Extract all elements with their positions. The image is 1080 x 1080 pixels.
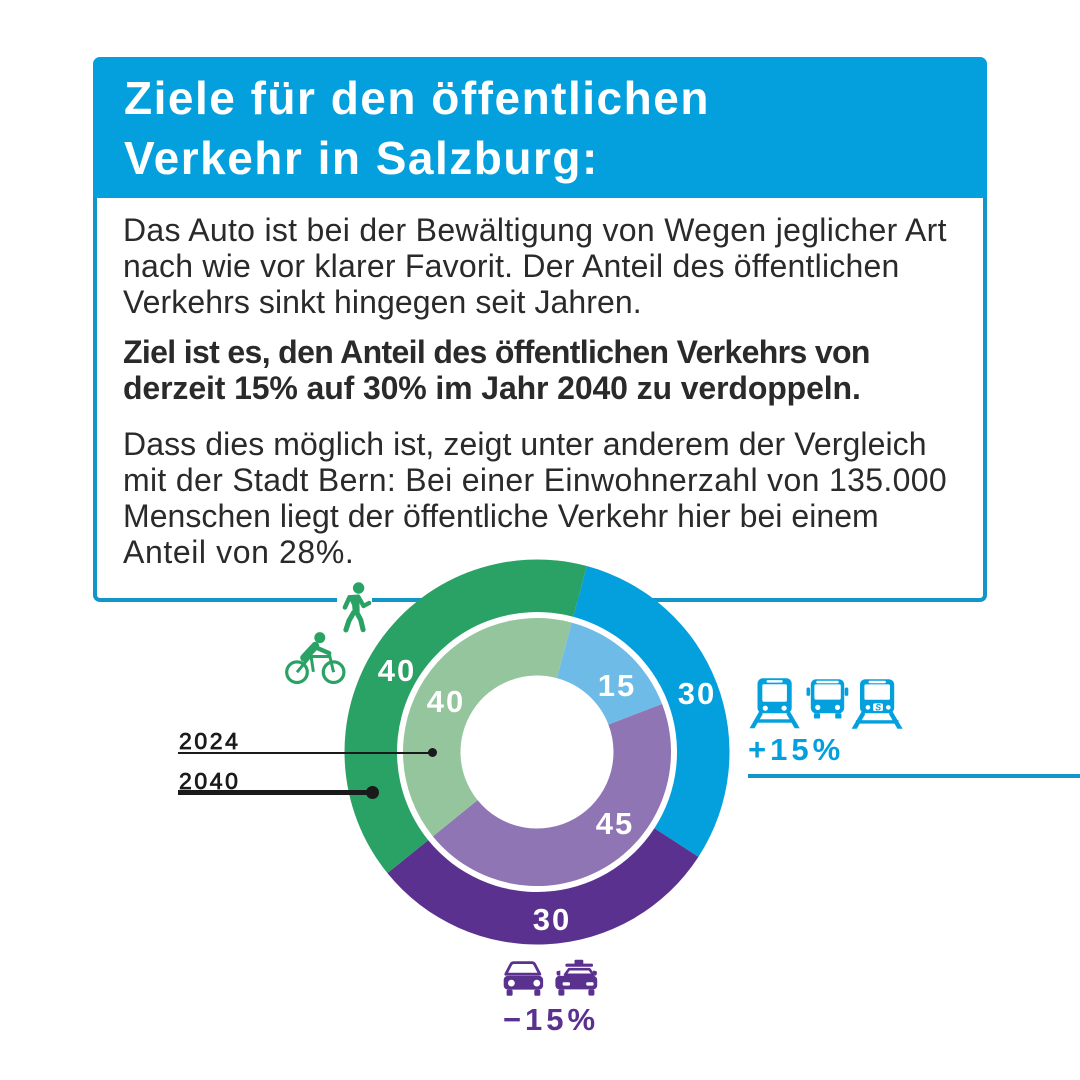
svg-text:S: S: [875, 702, 881, 712]
